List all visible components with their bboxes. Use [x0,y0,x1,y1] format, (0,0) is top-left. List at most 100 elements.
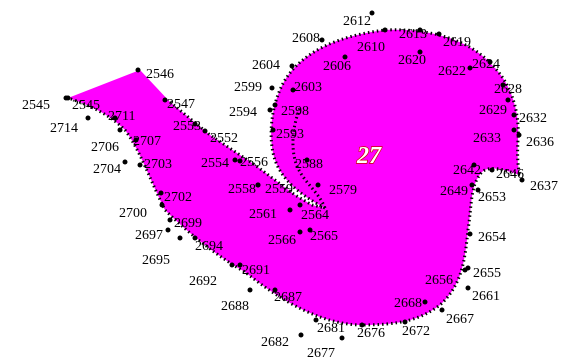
vertex-point [487,59,493,65]
vertex-label: 2702 [164,190,192,205]
vertex-label: 2688 [221,299,249,314]
vertex-label: 2622 [438,64,466,79]
vertex-label: 2613 [399,27,427,42]
vertex-label: 2711 [108,109,135,124]
vertex-label: 2593 [276,127,304,142]
vertex-label: 2629 [479,103,507,118]
vertex-label: 2695 [142,253,170,268]
vertex-point [471,162,477,168]
vertex-point [270,127,276,133]
vertex-point [112,115,118,121]
vertex-label: 2642 [453,163,481,178]
vertex-label: 2704 [93,162,121,177]
vertex-point [369,10,375,16]
vertex-point [267,107,273,113]
vertex-point [85,115,91,121]
vertex-label: 2654 [478,230,506,245]
vertex-point [417,49,423,55]
vertex-point [272,102,278,108]
vertex-label: 2692 [189,274,217,289]
vertex-point [467,65,473,71]
vertex-label: 2646 [496,167,524,182]
vertex-point [247,287,253,293]
vertex-label: 2667 [446,312,474,327]
vertex-point [505,97,511,103]
vertex-label: 2668 [394,296,422,311]
vertex-point [255,182,261,188]
vertex-label: 2598 [281,104,309,119]
vertex-point [465,285,471,291]
vertex-point [269,85,275,91]
vertex-point [165,227,171,233]
vertex-point [315,182,321,188]
vertex-label: 2624 [472,57,500,72]
vertex-label: 2655 [473,266,501,281]
vertex-label: 2697 [135,228,163,243]
vertex-point [436,31,442,37]
vertex-label: 2681 [317,321,345,336]
vertex-label: 2637 [530,179,558,194]
vertex-point [167,217,173,223]
vertex-point [359,322,365,328]
vertex-label: 2554 [201,156,229,171]
vertex-label: 2599 [234,80,262,95]
vertex-label: 2558 [228,182,256,197]
vertex-label: 2566 [268,233,296,248]
vertex-label: 2545 [22,98,50,113]
vertex-point [313,317,319,323]
vertex-points [63,10,525,341]
boundary-edge-upper [269,28,522,210]
vertex-label: 2588 [295,157,323,172]
vertex-label: 2633 [473,131,501,146]
vertex-point [516,132,522,138]
region-polygon [68,29,520,326]
vertex-label: 2636 [526,135,554,150]
vertex-label: 2656 [425,273,453,288]
region-label: 27 [356,143,382,169]
vertex-point [500,82,506,88]
vertex-point [272,287,278,293]
vertex-label: 2612 [343,14,371,29]
vertex-label: 2556 [240,155,268,170]
vertex-label: 2714 [50,121,78,136]
vertex-point [65,95,71,101]
vertex-point [422,299,428,305]
vertex-point [439,307,445,313]
vertex-point [298,332,304,338]
vertex-label: 2594 [229,105,257,120]
vertex-label: 2606 [323,59,351,74]
vertex-point [133,137,139,143]
vertex-point [135,67,141,73]
vertex-label: 2619 [443,35,471,50]
vertex-label: 2691 [242,263,270,278]
vertex-point [232,157,238,163]
vertex-label: 2707 [133,134,161,149]
vertex-label: 2672 [402,324,430,339]
vertex-point [342,54,348,60]
vertex-point [237,262,243,268]
vertex-label: 2699 [174,216,202,231]
vertex-label: 2703 [144,157,172,172]
vertex-point [290,87,296,93]
vertex-label: 2561 [249,207,277,222]
vertex-point [287,207,293,213]
vertex-label: 2545 [72,98,100,113]
vertex-point [159,202,165,208]
vertex-label: 2632 [519,111,547,126]
vertex-point [511,127,517,133]
vertex-label: 2547 [167,97,195,112]
vertex-point [158,190,164,196]
vertex-point [339,335,345,341]
vertex-point [192,121,198,127]
vertex-point [137,162,143,168]
vertex-label: 2628 [494,82,522,97]
vertex-label: 2579 [329,183,357,198]
vertex-label: 2661 [472,289,500,304]
vertex-point [489,167,495,173]
vertex-point [511,112,517,118]
vertex-point [467,231,473,237]
vertex-label: 2706 [91,140,119,155]
vertex-point [319,37,325,43]
vertex-label: 2682 [261,335,289,350]
